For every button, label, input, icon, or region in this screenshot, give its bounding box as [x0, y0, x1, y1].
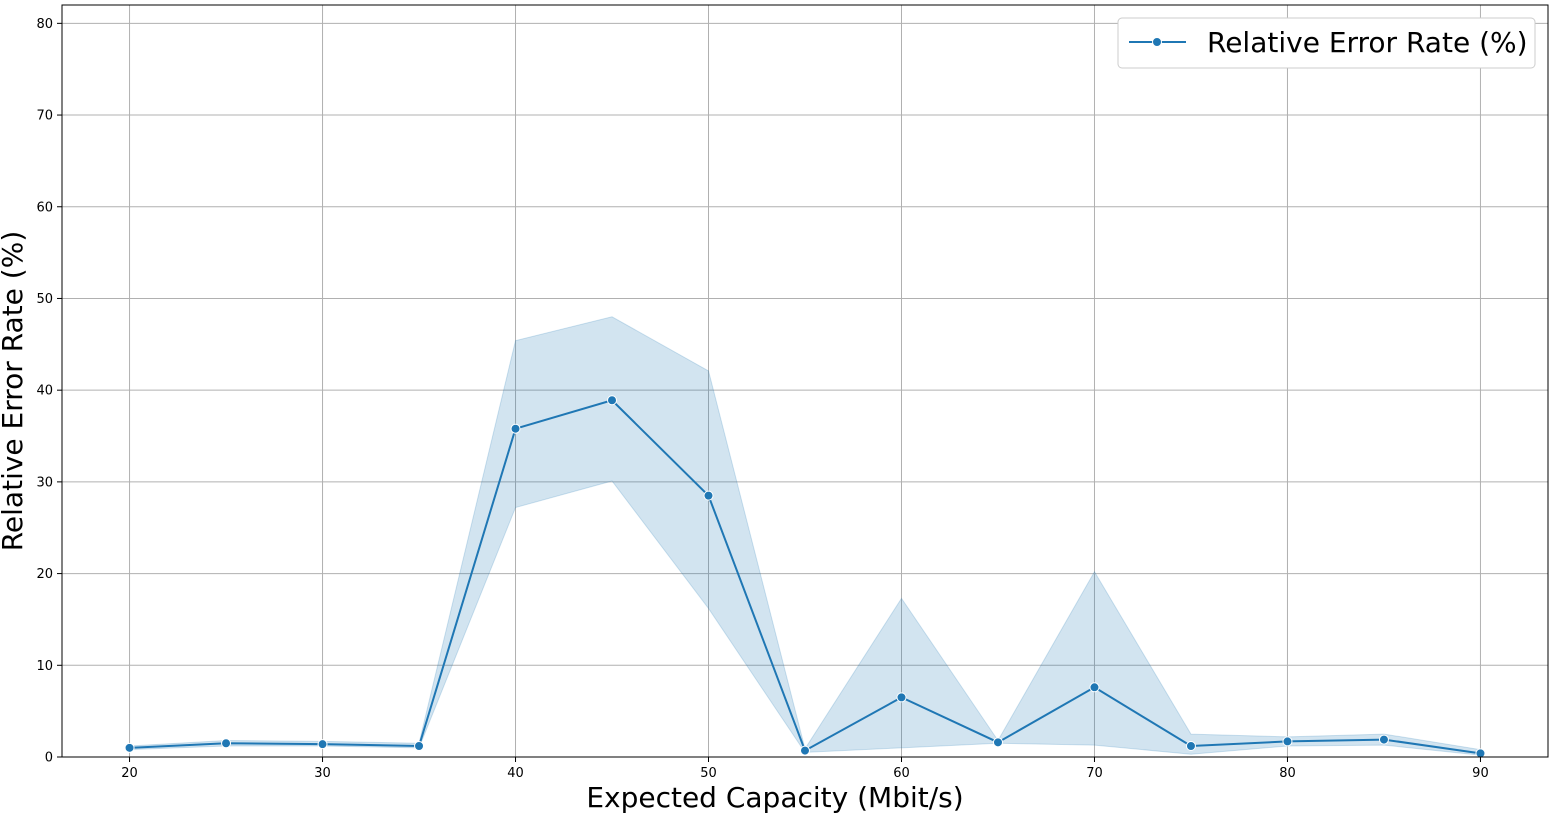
data-point: [703, 490, 714, 501]
data-point: [414, 740, 425, 751]
data-point: [1089, 682, 1100, 693]
x-tick-label: 60: [893, 766, 910, 781]
y-axis-label: Relative Error Rate (%): [0, 231, 29, 552]
legend-label: Relative Error Rate (%): [1207, 26, 1528, 59]
y-axis-ticks: 0 10 20 30 40 50 60 70 80: [36, 17, 62, 766]
data-point: [1282, 736, 1293, 747]
data-point: [221, 738, 232, 749]
x-tick-label: 90: [1472, 766, 1489, 781]
y-tick-label: 40: [36, 384, 53, 399]
x-tick-label: 80: [1279, 766, 1296, 781]
plot-frame: [61, 4, 1549, 758]
y-tick-label: 80: [36, 17, 53, 32]
data-point: [800, 745, 810, 756]
data-point: [124, 742, 135, 753]
data-point: [510, 423, 521, 434]
y-tick-label: 70: [36, 109, 53, 124]
data-points: [124, 395, 1486, 759]
data-point: [1185, 740, 1196, 751]
data-point: [317, 739, 328, 750]
legend-marker: [1152, 37, 1162, 47]
legend: Relative Error Rate (%): [1117, 17, 1536, 69]
y-tick-label: 10: [36, 659, 53, 674]
x-tick-label: 40: [507, 766, 524, 781]
y-tick-label: 50: [36, 292, 53, 307]
y-tick-label: 30: [36, 475, 53, 490]
y-tick-label: 60: [36, 200, 53, 215]
x-tick-label: 70: [1086, 766, 1103, 781]
legend-box: [1117, 17, 1536, 69]
y-tick-label: 20: [36, 567, 53, 582]
x-tick-label: 20: [121, 766, 138, 781]
data-point: [1378, 734, 1389, 745]
x-axis-ticks: 20 30 40 50 60 70 80 90: [121, 757, 1489, 781]
x-tick-label: 30: [314, 766, 331, 781]
data-point: [896, 692, 907, 703]
data-point: [607, 395, 618, 406]
x-tick-label: 50: [700, 766, 717, 781]
data-point: [1475, 748, 1486, 759]
y-tick-label: 0: [45, 751, 53, 766]
x-axis-label: Expected Capacity (Mbit/s): [586, 781, 963, 814]
data-point: [992, 737, 1003, 748]
